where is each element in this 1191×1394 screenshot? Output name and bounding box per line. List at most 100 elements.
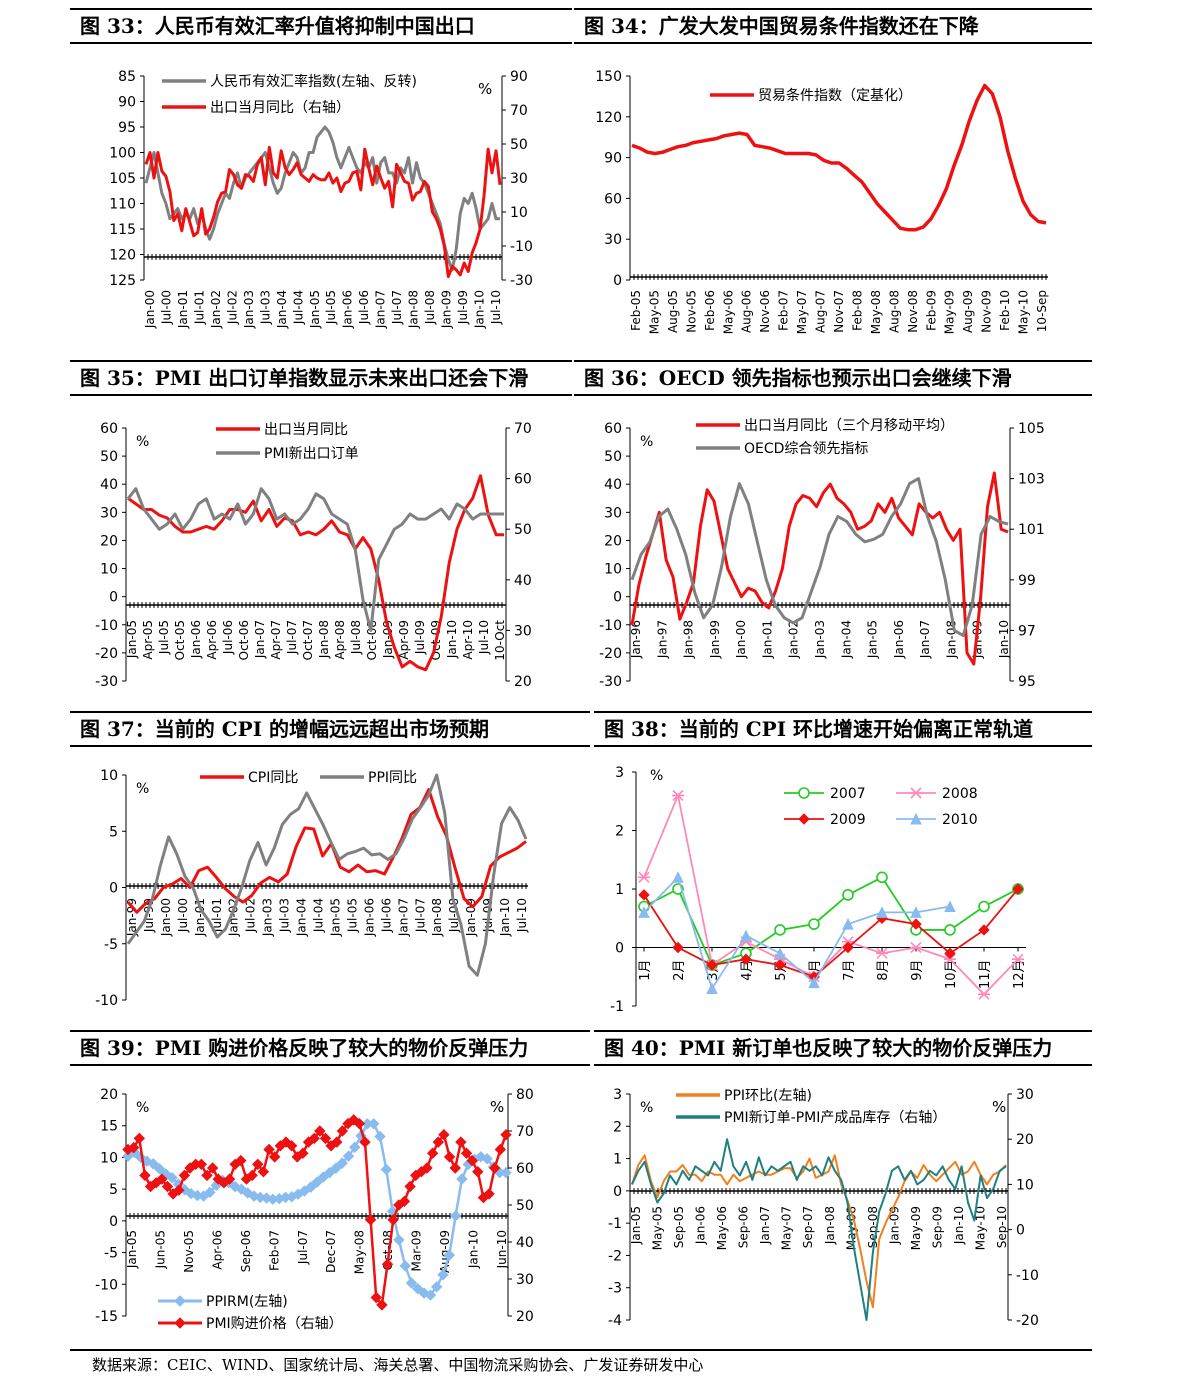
x-tick-label: Jan-04 <box>839 620 853 659</box>
series-point-2009 <box>774 959 786 971</box>
series-1-point <box>393 1234 405 1246</box>
right-tick-label: 60 <box>514 472 532 488</box>
x-tick-label: Nov-05 <box>684 290 698 333</box>
right-tick-label: 90 <box>510 69 528 85</box>
left-tick-label: 120 <box>595 110 622 126</box>
left-tick-label: 0 <box>613 1184 622 1200</box>
series-line-1 <box>630 471 1009 666</box>
right-tick-label: 80 <box>516 1087 534 1103</box>
series-point-2007 <box>944 924 956 936</box>
x-tick-label: Oct-05 <box>173 620 187 660</box>
chart-36: 60 50 40 30 20 10 0 -10 -20 -30 105 103 101 99 97 95 Jan… <box>599 418 1045 690</box>
x-tick-label: Jan-03 <box>813 620 827 659</box>
left-tick-label: 0 <box>109 881 118 897</box>
right-tick-label: -30 <box>510 273 533 289</box>
left-tick-label: -5 <box>104 1246 118 1262</box>
x-tick-label: Jan-07 <box>758 1206 772 1245</box>
legend-label: PPIRM(左轴) <box>206 1294 288 1310</box>
x-tick-label: Jan-05 <box>866 620 880 659</box>
x-tick-label: Apr-09 <box>397 620 411 660</box>
x-tick-label: Jan-05 <box>308 290 322 329</box>
chart-34-panel: 0 30 60 90 120 150 Feb-05 May-05 Aug-05 Nov-05 Feb… <box>574 48 1092 354</box>
series-point-2008 <box>876 947 888 959</box>
x-tick-label: Jan-09 <box>887 1206 901 1245</box>
x-tick-label: Jul-07 <box>296 1230 310 1265</box>
series-line-2008 <box>643 792 1019 996</box>
left-tick-label: 150 <box>595 69 622 85</box>
left-tick-label: 40 <box>100 477 118 493</box>
series-2-point <box>285 1140 298 1152</box>
series-2-point <box>139 1169 151 1182</box>
x-tick-label: Jan-04 <box>295 898 309 937</box>
series-line-2 <box>126 487 504 632</box>
series-point-2010 <box>842 917 854 930</box>
x-tick-label: Jul-05 <box>345 898 359 933</box>
x-tick-label: Jan-02 <box>227 898 241 937</box>
left-tick-label: 3 <box>615 765 624 781</box>
left-tick-label: 5 <box>109 824 118 840</box>
x-tick-label: Jan-02 <box>787 620 801 659</box>
series-point-2009 <box>672 941 684 954</box>
x-tick-label: Jan-10 <box>498 898 512 937</box>
x-tick-label: Oct-08 <box>365 620 379 660</box>
left-tick-label: 0 <box>613 273 622 289</box>
series-2-point <box>421 1162 433 1174</box>
series-point-2007 <box>842 889 854 901</box>
chart-35-title: 图 35：PMI 出口订单指数显示未来出口还会下滑 <box>70 360 572 396</box>
series-2-point <box>398 1195 411 1208</box>
series-2-point <box>494 1143 507 1156</box>
x-tick-label: Dec-07 <box>324 1230 338 1273</box>
x-tick-label: Jul-03 <box>278 898 292 933</box>
left-tick-label: -15 <box>95 1309 118 1325</box>
right-tick-label: 30 <box>514 623 532 639</box>
chart-33-panel: 85 90 95 100 105 110 115 120 125 90 70 50 30 10 -10 -30… <box>70 48 572 354</box>
x-tick-label: Nov-09 <box>980 290 994 333</box>
x-tick-label: Jan-98 <box>682 620 696 659</box>
series-2-point <box>443 1151 456 1163</box>
x-tick-label: Jan-06 <box>892 620 906 659</box>
series-2-point <box>257 1165 270 1178</box>
right-tick-label: 40 <box>516 1235 534 1251</box>
series-point-2007 <box>978 900 990 913</box>
x-tick-label: Jan-02 <box>209 290 223 329</box>
series-2-point <box>359 1136 371 1148</box>
right-tick-label: -10 <box>510 239 533 255</box>
series-1-point <box>317 1171 330 1183</box>
series-2-point <box>353 1117 366 1130</box>
series-1-point <box>430 1281 443 1293</box>
series-2-point <box>432 1136 445 1148</box>
chart-40-title: 图 40：PMI 新订单也反映了较大的物价反弹压力 <box>594 1030 1092 1066</box>
x-tick-label: Jul-10 <box>515 898 529 933</box>
x-tick-label: Sep-05 <box>672 1206 686 1248</box>
right-tick-label: 97 <box>1018 623 1036 639</box>
legend-label: PPI同比 <box>368 770 417 786</box>
series-2-point <box>438 1128 450 1141</box>
category-label: 10月 <box>944 960 959 990</box>
series-2-point <box>404 1180 416 1193</box>
series-point-2008 <box>910 941 922 954</box>
series-point-2007 <box>876 871 888 884</box>
x-tick-label: May-08 <box>869 290 883 334</box>
left-tick-label: 100 <box>109 146 136 162</box>
x-tick-label: Jul-07 <box>390 290 404 325</box>
left-unit-label: % <box>136 1100 149 1116</box>
chart-38-panel: 3210-1%1月2月3月4月5月6月7月8月9月10月11月12月200720… <box>594 750 1092 1026</box>
left-tick-label: 125 <box>109 273 136 289</box>
left-tick-label: -3 <box>608 1281 622 1297</box>
legend-label: 人民币有效汇率指数(左轴、反转) <box>210 73 417 90</box>
right-tick-label: 105 <box>1018 421 1045 437</box>
series-2-point <box>235 1154 247 1167</box>
series-1-point <box>405 1277 418 1289</box>
series-2-point <box>460 1147 473 1159</box>
series-line-2 <box>630 477 1009 637</box>
x-tick-label: Jan-00 <box>143 290 157 329</box>
series-1-point <box>304 1181 317 1193</box>
x-tick-label: Nov-06 <box>758 290 772 333</box>
x-tick-label: Apr-07 <box>269 620 283 660</box>
right-tick-label: 10 <box>510 205 528 221</box>
x-tick-label: Jul-08 <box>423 290 437 325</box>
series-point-2007 <box>808 918 820 930</box>
series-point-2008 <box>978 988 990 1000</box>
left-tick-label: 1 <box>615 882 624 898</box>
legend-label: 出口当月同比 <box>264 422 348 438</box>
